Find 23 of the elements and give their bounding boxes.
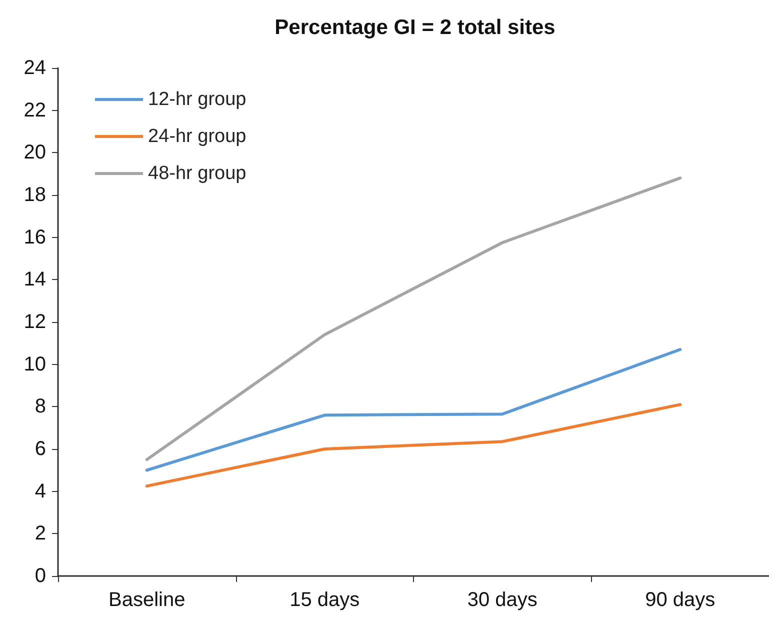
y-tick-label: 8 [34, 396, 46, 418]
y-tick-label: 24 [24, 57, 46, 79]
x-tick-label: 15 days [290, 589, 360, 611]
y-tick-label: 16 [24, 226, 46, 248]
y-tick-label: 20 [24, 142, 46, 164]
y-tick-label: 6 [34, 438, 46, 460]
x-tick-label: 90 days [645, 589, 716, 611]
line-series [145, 403, 682, 488]
x-tick-label: 30 days [467, 589, 538, 611]
y-tick-label: 0 [34, 565, 46, 587]
x-tick-label: Baseline [108, 589, 186, 611]
legend-label: 24-hr group [148, 126, 246, 147]
y-tick-label: 14 [24, 268, 46, 291]
y-tick-label: 10 [24, 353, 46, 376]
line-series [145, 348, 682, 472]
y-tick-label: 18 [24, 184, 46, 206]
y-tick-label: 4 [34, 480, 46, 502]
legend-label: 12-hr group [148, 89, 246, 110]
y-tick-label: 22 [24, 99, 46, 122]
y-tick-label: 12 [24, 311, 46, 333]
chart-title: Percentage GI = 2 total sites [274, 16, 556, 39]
y-tick-label: 2 [34, 522, 46, 545]
legend-label: 48-hr group [148, 163, 246, 184]
